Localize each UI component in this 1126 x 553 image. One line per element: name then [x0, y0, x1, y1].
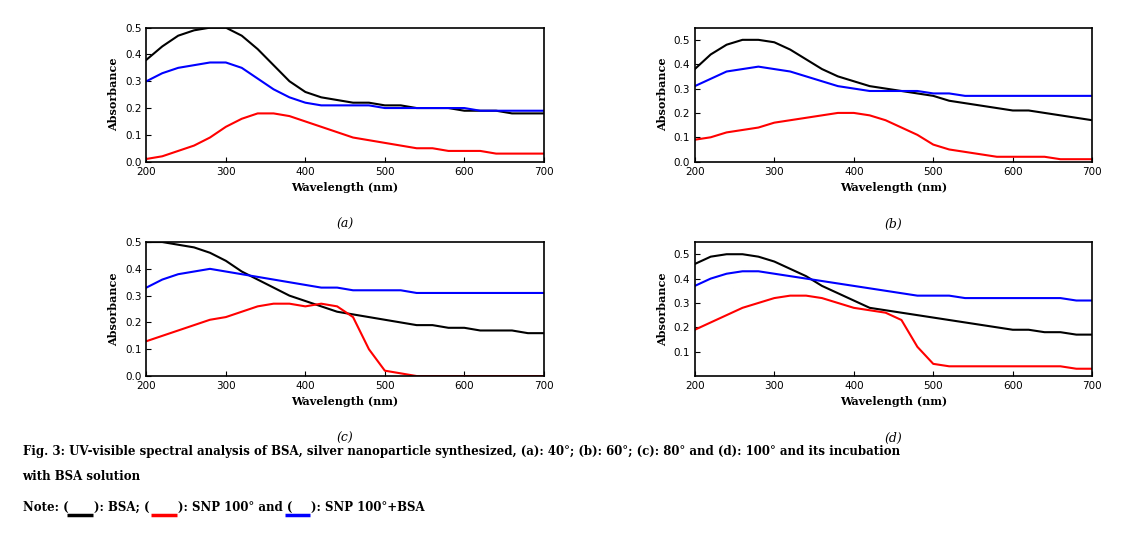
Text: with BSA solution: with BSA solution: [23, 470, 141, 483]
Text: (c): (c): [337, 432, 354, 445]
Text: ): SNP 100°+BSA: ): SNP 100°+BSA: [311, 500, 425, 514]
X-axis label: Wavelength (nm): Wavelength (nm): [840, 397, 947, 408]
Text: (b): (b): [885, 218, 902, 231]
X-axis label: Wavelength (nm): Wavelength (nm): [292, 182, 399, 193]
Text: ): SNP 100° and (: ): SNP 100° and (: [178, 500, 293, 514]
Text: (d): (d): [885, 432, 902, 445]
Y-axis label: Absorbance: Absorbance: [656, 272, 668, 346]
Text: Note: (: Note: (: [23, 500, 69, 514]
X-axis label: Wavelength (nm): Wavelength (nm): [292, 397, 399, 408]
Text: Fig. 3: UV-visible spectral analysis of BSA, silver nanoparticle synthesized, (a: Fig. 3: UV-visible spectral analysis of …: [23, 445, 900, 458]
Y-axis label: Absorbance: Absorbance: [656, 58, 668, 132]
Y-axis label: Absorbance: Absorbance: [108, 58, 119, 132]
Y-axis label: Absorbance: Absorbance: [108, 272, 119, 346]
Text: (a): (a): [337, 218, 354, 231]
X-axis label: Wavelength (nm): Wavelength (nm): [840, 182, 947, 193]
Text: ): BSA; (: ): BSA; (: [93, 500, 150, 514]
